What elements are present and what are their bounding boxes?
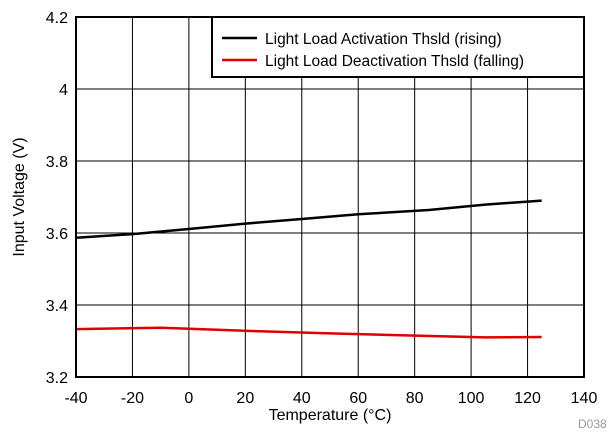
x-tick-label: 0 <box>184 390 193 407</box>
x-tick-label: 140 <box>571 390 598 407</box>
x-axis-title: Temperature (°C) <box>269 407 392 424</box>
x-tick-label: 20 <box>236 390 254 407</box>
y-tick-label: 3.6 <box>46 226 68 243</box>
x-tick-label: 60 <box>349 390 367 407</box>
y-tick-label: 3.2 <box>46 370 68 387</box>
series-lines <box>75 199 542 339</box>
x-tick-label: -20 <box>121 390 144 407</box>
x-tick-label: 120 <box>514 390 541 407</box>
y-tick-labels: 3.2 3.4 3.6 3.8 4 4.2 <box>46 10 68 387</box>
x-tick-label: 40 <box>293 390 311 407</box>
y-tick-label: 4 <box>59 82 68 99</box>
y-tick-label: 3.8 <box>46 154 68 171</box>
y-axis-title: Input Voltage (V) <box>11 137 28 256</box>
x-tick-label: -40 <box>64 390 87 407</box>
y-tick-label: 3.4 <box>46 298 68 315</box>
legend-box <box>211 16 585 78</box>
y-tick-label: 4.2 <box>46 10 68 27</box>
legend: Light Load Activation Thsld (rising) Lig… <box>211 16 585 78</box>
series-line-0 <box>75 199 542 239</box>
legend-label-falling: Light Load Deactivation Thsld (falling) <box>265 53 524 70</box>
series-line-1 <box>75 326 542 339</box>
x-tick-label: 100 <box>458 390 485 407</box>
x-tick-labels: -40 -20 0 20 40 60 80 100 120 140 <box>64 390 597 407</box>
legend-label-rising: Light Load Activation Thsld (rising) <box>265 31 502 48</box>
doc-id: D038 <box>578 417 607 431</box>
x-tick-label: 80 <box>406 390 424 407</box>
